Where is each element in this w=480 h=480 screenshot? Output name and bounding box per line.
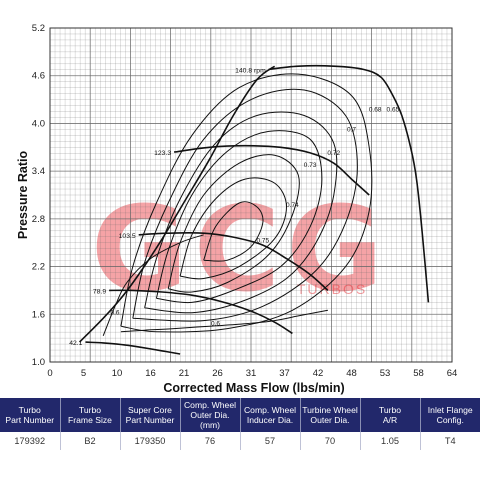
y-tick-label: 3.4 [32,166,45,177]
x-tick-label: 5 [81,368,86,379]
speed-line [268,64,430,303]
y-tick-label: 4.0 [32,118,45,129]
spec-header-cell: Turbo Part Number [0,398,60,432]
spec-header-cell: Turbo Frame Size [59,398,120,432]
spec-header-line: Outer Dia. (mm) [190,410,230,430]
efficiency-island [120,309,328,333]
speed-label: 123.3 [154,150,171,157]
spec-header-line: Comp. Wheel [243,405,297,415]
spec-header-line: Frame Size [68,415,112,425]
y-tick-label: 1.6 [32,309,45,320]
spec-value-cell: 70 [299,432,360,450]
efficiency-island [120,73,373,333]
x-tick-label: 10 [112,368,123,379]
spec-table: Turbo Part Number Turbo Frame Size Super Cor… [0,398,480,450]
grid [49,27,453,363]
spec-header-cell: Turbine Wheel Outer Dia. [299,398,360,432]
spec-value-cell: B2 [59,432,120,450]
spec-header-line: Config. [436,415,464,425]
x-tick-label: 21 [179,368,190,379]
plot-frame [49,27,453,363]
speed-label: 140.8 rpm [235,67,266,74]
efficiency-label: 0.68 [369,107,382,114]
y-tick-label: 5.2 [32,23,45,34]
watermark-logo: GCG [91,180,389,318]
y-tick-label: 1.0 [32,357,45,368]
x-tick-label: 48 [346,368,357,379]
spec-header-line: Super Core [128,405,172,415]
surge-line [79,65,276,343]
axis-ticks: 0 5 10 16 21 26 31 37 42 48 53 58 64 1.0 1.6 2.2 2.8 3.4 4… [32,23,458,379]
efficiency-island [167,154,300,293]
speed-label: 103.5 [119,233,136,240]
efficiency-island [132,88,358,322]
efficiency-label: 0.65 [387,107,400,114]
x-tick-label: 16 [145,368,156,379]
speed-label: 42.1 [69,340,82,347]
spec-header-line: Turbo [18,405,41,415]
spec-header-cell: Comp. Wheel Outer Dia. (mm) [179,398,240,432]
speed-line [109,289,293,335]
spec-value-cell: 1.05 [359,432,420,450]
spec-header-cell: Super Core Part Number [119,398,180,432]
spec-value-cell: 57 [239,432,300,450]
x-tick-label: 37 [279,368,290,379]
spec-header-row: Turbo Part Number Turbo Frame Size Super Cor… [0,398,480,432]
x-tick-label: 26 [212,368,223,379]
spec-value-cell: 76 [179,432,240,450]
spec-header-line: Turbo [78,405,102,415]
speed-line [85,341,181,355]
speed-label: 78.9 [93,288,106,295]
efficiency-island [102,234,204,336]
y-axis-label: Pressure Ratio [16,151,30,240]
y-tick-label: 2.2 [32,262,45,273]
x-tick-label: 64 [447,368,458,379]
speed-line [173,144,370,196]
efficiency-label: 0.6 [211,320,220,327]
spec-header-line: Outer Dia. [310,415,350,425]
spec-header-line: Part Number [5,415,55,425]
speed-lines: 42.1 78.9 103.5 123.3 140.8 rpm [69,64,430,355]
x-tick-label: 53 [380,368,391,379]
spec-header-line: Part Number [125,415,175,425]
speed-line [138,232,329,292]
efficiency-label: 0.72 [327,150,340,157]
efficiency-island [203,201,264,262]
x-tick-label: 0 [47,368,52,379]
spec-header-cell: Comp. Wheel Inducer Dia. [239,398,300,432]
efficiency-island [144,111,338,314]
efficiency-label: 0.6 [111,309,120,316]
efficiency-island [179,177,288,280]
surge-line-path [79,65,276,343]
spec-header-line: Turbine Wheel [302,405,358,415]
efficiency-label: 0.74 [286,202,299,209]
y-tick-label: 2.8 [32,214,45,225]
efficiency-islands: 0.75 0.74 0.73 0.72 0.7 0.68 0.65 0.6 0.6 [102,73,400,336]
y-tick-label: 4.6 [32,71,45,82]
spec-header-line: Inducer Dia. [246,415,294,425]
x-tick-label: 31 [246,368,257,379]
spec-header-line: Comp. Wheel [183,400,237,410]
efficiency-label: 0.75 [256,238,269,245]
x-tick-label: 58 [413,368,424,379]
spec-header-line: Inlet Flange [427,405,473,415]
spec-value-cell: 179350 [119,432,180,450]
spec-value-row: 179392 B2 179350 76 57 70 1.05 T4 [0,432,480,450]
spec-header-line: A/R [382,415,398,425]
spec-header-cell: Turbo A/R [359,398,420,432]
spec-header-cell: Inlet Flange Config. [419,398,480,432]
spec-value-cell: 179392 [0,432,60,450]
efficiency-label: 0.73 [304,162,317,169]
x-tick-label: 42 [313,368,324,379]
spec-header-line: Turbo [378,405,402,415]
x-axis-label: Corrected Mass Flow (lbs/min) [163,381,344,395]
spec-value-cell: T4 [419,432,480,450]
efficiency-label: 0.7 [347,126,356,133]
